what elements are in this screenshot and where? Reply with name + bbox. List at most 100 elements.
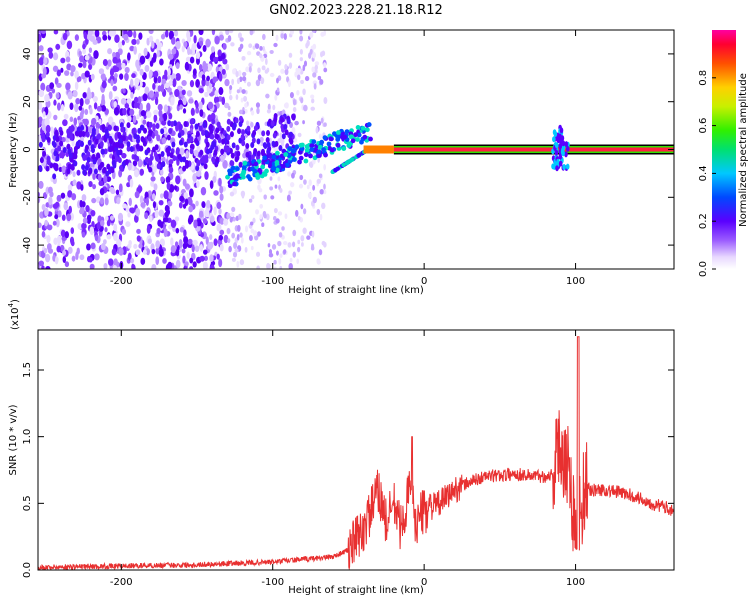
- spectrogram-dot: [251, 195, 255, 200]
- spectrogram-dot: [186, 137, 191, 144]
- spectrogram-dot: [77, 222, 83, 230]
- spectrogram-dot: [119, 73, 124, 80]
- spectrogram-dot: [277, 59, 282, 66]
- spectrogram-dot: [287, 171, 291, 177]
- spectrogram-dot: [52, 162, 57, 169]
- spectrogram-dot: [183, 120, 188, 127]
- spectrogram-dot: [184, 183, 190, 190]
- spectrogram-dot: [199, 255, 205, 262]
- spectrogram-dot: [146, 37, 150, 46]
- spectrogram-dot: [303, 179, 307, 185]
- spectrogram-dot: [230, 160, 235, 167]
- colorbar-tick-label: 0.0: [698, 261, 709, 277]
- spectrogram-dot: [202, 249, 208, 255]
- spectrogram-dot: [132, 115, 137, 124]
- spectrogram-dot: [262, 45, 266, 52]
- spectrogram-dot: [210, 112, 216, 121]
- spectrogram-dot: [216, 201, 222, 210]
- spectrogram-dot: [152, 201, 157, 209]
- spectrogram-dot: [55, 43, 61, 50]
- spectrogram-dot: [128, 197, 132, 207]
- spectrogram-dot: [156, 134, 161, 142]
- spectrogram-dot: [153, 183, 158, 191]
- snr-scale-prefix: (x10: [10, 307, 21, 330]
- spectrogram-dot: [100, 219, 105, 227]
- spectrogram-dot: [239, 43, 244, 49]
- spectrogram-dot: [260, 164, 266, 170]
- spectrogram-dot: [118, 169, 123, 178]
- spectrogram-dot: [47, 186, 53, 194]
- spectrogram-y-tick-label: 40: [22, 48, 33, 61]
- spectrogram-dot: [106, 176, 112, 183]
- spectrogram-dot: [295, 209, 299, 217]
- spectrogram-dot: [198, 87, 204, 94]
- spectrogram-dot: [133, 214, 139, 223]
- spectrogram-dot: [38, 222, 42, 228]
- spectrogram-dot: [333, 167, 338, 173]
- spectrogram-dot: [271, 154, 277, 160]
- spectrogram-dot: [234, 243, 238, 249]
- spectrogram-dot: [218, 87, 224, 96]
- spectrogram-dot: [85, 205, 90, 213]
- spectrogram-dot: [70, 125, 75, 132]
- spectrogram-dot: [127, 30, 133, 38]
- spectrogram-dot: [130, 257, 135, 264]
- spectrogram-dot: [228, 94, 233, 101]
- spectrogram-dot: [88, 47, 93, 54]
- snr-x-tick-label: 0: [421, 577, 427, 588]
- spectrogram-dot: [303, 158, 309, 164]
- spectrogram-dot: [104, 128, 109, 135]
- spectrogram-dot: [192, 261, 197, 268]
- spectrogram-dot: [209, 128, 214, 135]
- spectrogram-dot: [145, 197, 150, 206]
- spectrogram-dot: [135, 155, 140, 162]
- spectrogram-dot: [79, 208, 85, 215]
- spectrogram-dot: [72, 171, 76, 178]
- spectrogram-dot: [94, 138, 99, 145]
- spectrogram-dot: [232, 181, 237, 187]
- spectrogram-dot: [251, 137, 256, 144]
- spectrogram-dot: [289, 182, 295, 188]
- spectrogram-dot: [127, 212, 131, 218]
- spectrogram-dot: [356, 153, 361, 158]
- colorbar-tick-label: 0.2: [698, 213, 709, 229]
- spectrogram-dot: [154, 96, 159, 106]
- spectrogram-dot: [80, 124, 85, 131]
- spectrogram-dot: [304, 144, 310, 149]
- spectrogram-dot: [41, 231, 46, 238]
- spectrogram-dot: [170, 237, 174, 246]
- spectrogram-dot: [218, 208, 222, 215]
- spectrogram-dot: [101, 93, 105, 102]
- spectrogram-dot: [234, 156, 239, 163]
- spectrogram-dot: [125, 221, 131, 228]
- spectrogram-dot: [188, 98, 194, 104]
- spectrogram-dot: [154, 129, 159, 137]
- spectrogram-dot: [201, 129, 206, 136]
- spectrogram-dot: [320, 31, 325, 37]
- spectrogram-dot: [92, 183, 97, 190]
- spectrogram-dot: [178, 202, 183, 209]
- spectrogram-dot: [68, 205, 72, 214]
- spectrogram-dot: [292, 241, 296, 248]
- spectrogram-dot: [215, 127, 220, 134]
- spectrogram-dot: [148, 90, 155, 98]
- spectrogram-dot: [273, 42, 278, 48]
- spectrogram-dot: [96, 221, 101, 230]
- spectrogram-dot: [296, 258, 300, 265]
- spectrogram-dot: [179, 104, 183, 110]
- spectrogram-dot: [269, 49, 274, 55]
- spectrogram-dot: [42, 67, 47, 76]
- spectrogram-dot: [108, 30, 114, 37]
- spectrogram-dot: [218, 234, 224, 241]
- spectrogram-dot: [46, 155, 51, 162]
- spectrogram-dot: [139, 68, 144, 76]
- spectrogram-dot: [114, 34, 120, 44]
- spectrogram-dot: [120, 126, 125, 133]
- spectrogram-dot: [355, 124, 361, 130]
- spectrogram-dot: [84, 98, 90, 105]
- spectrogram-dot: [67, 184, 73, 192]
- spectrogram-dot: [217, 49, 222, 57]
- spectrogram-dot: [291, 172, 295, 179]
- spectrogram-dot: [291, 157, 297, 162]
